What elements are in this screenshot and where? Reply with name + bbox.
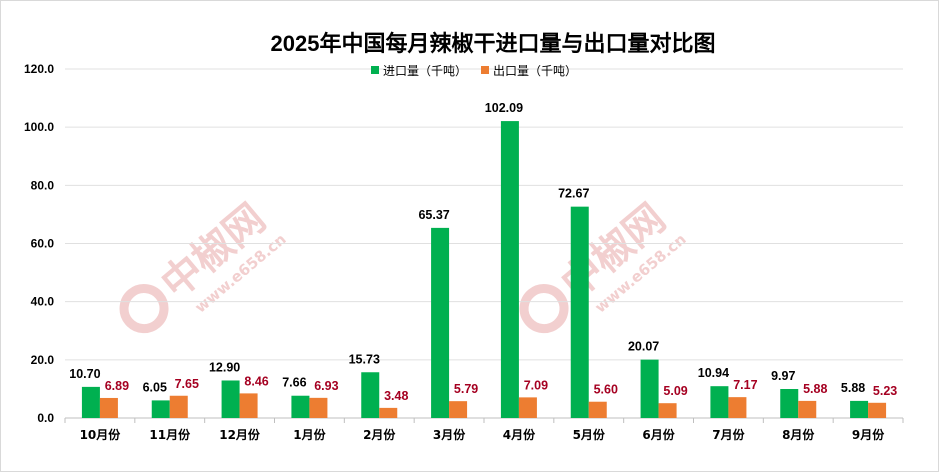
bar-import [850, 400, 869, 418]
bar-export [588, 401, 607, 418]
bar-export [798, 400, 817, 418]
data-label-import: 72.67 [558, 187, 589, 201]
x-category-label: 6月份 [642, 427, 675, 442]
x-category-label: 12月份 [219, 427, 261, 442]
bar-export [379, 407, 398, 418]
x-category-label: 1月份 [293, 427, 326, 442]
data-label-import: 9.97 [771, 369, 795, 383]
x-category-label: 9月份 [852, 427, 885, 442]
data-label-export: 7.09 [524, 378, 548, 392]
bar-export [868, 402, 887, 418]
watermark-logo-icon [119, 284, 169, 334]
bar-import [640, 359, 659, 418]
data-label-export: 5.23 [873, 384, 897, 398]
x-category-label: 7月份 [712, 427, 745, 442]
y-tick-label: 80.0 [31, 178, 55, 192]
bar-import [570, 206, 589, 418]
bar-export [99, 397, 118, 418]
data-label-import: 6.05 [143, 380, 167, 394]
bar-import [151, 400, 170, 418]
x-category-label: 3月份 [433, 427, 466, 442]
bar-export [518, 397, 537, 418]
data-label-import: 65.37 [418, 208, 449, 222]
bars-layer [81, 121, 887, 418]
bar-export [658, 403, 677, 418]
bar-import [291, 395, 310, 418]
y-tick-label: 20.0 [31, 353, 55, 367]
x-axis-categories: 10月份 11月份 12月份 1月份 2月份 3月份 4月份 5月份 6月份 7月份 8月份 9月份 [80, 427, 886, 442]
bar-import [500, 121, 519, 418]
bar-export [309, 397, 328, 418]
data-label-import: 20.07 [628, 340, 659, 354]
bar-export [169, 395, 188, 418]
watermark-logo-icon [519, 284, 569, 334]
data-label-import: 102.09 [485, 101, 523, 115]
legend: 进口量（千吨） 出口量（千吨） [371, 64, 577, 78]
data-label-export: 8.46 [244, 374, 268, 388]
data-label-export: 7.17 [733, 378, 757, 392]
data-label-export: 5.79 [454, 382, 478, 396]
chart-title: 2025年中国每月辣椒干进口量与出口量对比图 [271, 31, 716, 56]
data-label-import: 12.90 [209, 360, 240, 374]
x-category-label: 2月份 [363, 427, 396, 442]
x-category-label: 8月份 [782, 427, 815, 442]
y-tick-label: 60.0 [31, 237, 55, 251]
legend-swatch-export [481, 66, 489, 74]
y-tick-label: 120.0 [24, 62, 54, 76]
x-category-label: 5月份 [573, 427, 606, 442]
data-label-import: 7.66 [282, 376, 306, 390]
data-label-export: 5.88 [803, 382, 827, 396]
data-labels: 10.70 6.89 6.05 7.65 12.90 8.46 7.66 6.93 15.73 3… [69, 101, 897, 403]
data-label-export: 6.93 [314, 379, 338, 393]
legend-label-export: 出口量（千吨） [493, 64, 577, 78]
data-label-export: 5.60 [594, 383, 618, 397]
legend-label-import: 进口量（千吨） [383, 64, 467, 78]
bar-import [221, 380, 240, 418]
data-label-import: 10.70 [69, 367, 100, 381]
legend-swatch-import [371, 66, 379, 74]
data-label-export: 6.89 [105, 379, 129, 393]
bar-export [449, 401, 468, 418]
bar-import [431, 227, 450, 418]
data-label-import: 15.73 [349, 352, 380, 366]
data-label-export: 3.48 [384, 389, 408, 403]
data-label-import: 10.94 [698, 366, 729, 380]
bar-import [780, 389, 799, 418]
y-tick-label: 40.0 [31, 295, 55, 309]
x-category-label: 10月份 [80, 427, 122, 442]
bar-import [710, 386, 729, 418]
data-label-import: 5.88 [841, 381, 865, 395]
bar-import [81, 386, 100, 418]
data-label-export: 5.09 [663, 384, 687, 398]
x-category-label: 4月份 [503, 427, 536, 442]
y-axis-ticks: 0.0 20.0 40.0 60.0 80.0 100.0 120.0 [24, 62, 54, 425]
y-tick-label: 0.0 [37, 411, 54, 425]
y-tick-label: 100.0 [24, 120, 54, 134]
x-category-label: 11月份 [149, 427, 191, 442]
bar-import [361, 372, 380, 418]
data-label-export: 7.65 [175, 377, 199, 391]
bar-export [728, 397, 747, 418]
bar-export [239, 393, 258, 418]
